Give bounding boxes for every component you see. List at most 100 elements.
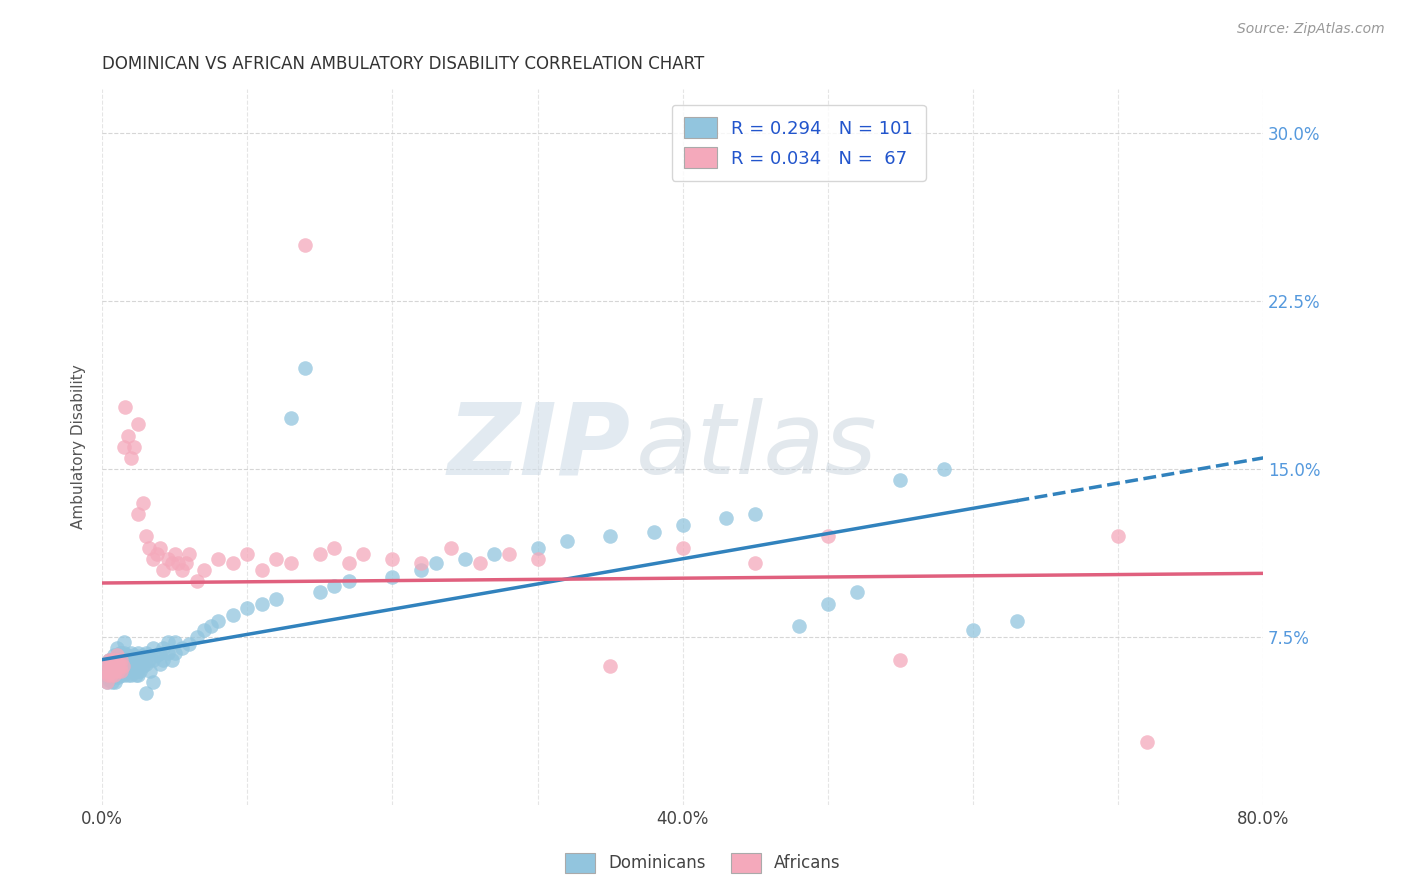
Point: [146, 547, 169, 561]
Point: [110, 646, 132, 660]
Point: [96, 674, 118, 689]
Point: [114, 652, 136, 666]
Point: [139, 664, 162, 678]
Point: [280, 556, 302, 570]
Point: [411, 563, 433, 577]
Point: [110, 668, 132, 682]
Point: [125, 664, 148, 678]
Point: [526, 551, 548, 566]
Point: [97, 668, 120, 682]
Point: [105, 659, 128, 673]
Point: [845, 585, 868, 599]
Point: [94, 664, 117, 678]
Point: [103, 657, 125, 671]
Point: [156, 646, 179, 660]
Point: [114, 400, 136, 414]
Point: [280, 410, 302, 425]
Point: [128, 646, 150, 660]
Point: [111, 652, 134, 666]
Point: [122, 648, 145, 662]
Point: [124, 668, 146, 682]
Point: [103, 668, 125, 682]
Point: [97, 657, 120, 671]
Point: [337, 556, 360, 570]
Text: ZIP: ZIP: [447, 399, 630, 495]
Point: [142, 674, 165, 689]
Point: [122, 659, 145, 673]
Point: [160, 556, 183, 570]
Legend: Dominicans, Africans: Dominicans, Africans: [558, 847, 848, 880]
Point: [107, 648, 129, 662]
Point: [108, 657, 131, 671]
Point: [118, 664, 141, 678]
Point: [170, 641, 193, 656]
Point: [309, 585, 332, 599]
Point: [104, 664, 127, 678]
Point: [555, 533, 578, 548]
Point: [100, 668, 122, 682]
Point: [179, 547, 201, 561]
Point: [207, 551, 229, 566]
Point: [962, 624, 984, 638]
Point: [117, 655, 139, 669]
Point: [186, 574, 208, 589]
Point: [1136, 735, 1159, 749]
Point: [105, 648, 128, 662]
Point: [107, 670, 129, 684]
Point: [112, 668, 135, 682]
Point: [468, 556, 491, 570]
Point: [138, 652, 160, 666]
Point: [111, 664, 134, 678]
Point: [101, 674, 124, 689]
Point: [498, 547, 520, 561]
Point: [103, 668, 125, 682]
Point: [121, 652, 143, 666]
Point: [236, 601, 259, 615]
Point: [236, 547, 259, 561]
Point: [135, 529, 157, 543]
Point: [128, 657, 150, 671]
Point: [294, 361, 316, 376]
Point: [1107, 529, 1129, 543]
Point: [120, 646, 142, 660]
Point: [152, 641, 174, 656]
Point: [149, 657, 172, 671]
Point: [129, 664, 152, 678]
Point: [152, 563, 174, 577]
Point: [454, 551, 477, 566]
Point: [101, 664, 124, 678]
Point: [744, 556, 766, 570]
Point: [124, 655, 146, 669]
Point: [98, 664, 121, 678]
Point: [105, 659, 128, 673]
Point: [337, 574, 360, 589]
Point: [100, 657, 122, 671]
Point: [163, 646, 186, 660]
Point: [222, 607, 245, 622]
Point: [107, 659, 129, 673]
Point: [115, 648, 138, 662]
Point: [200, 619, 222, 633]
Point: [103, 659, 125, 673]
Point: [152, 652, 174, 666]
Point: [108, 659, 131, 673]
Point: [105, 641, 128, 656]
Point: [97, 659, 120, 673]
Point: [111, 659, 134, 673]
Point: [115, 659, 138, 673]
Point: [132, 648, 155, 662]
Point: [932, 462, 955, 476]
Point: [105, 650, 128, 665]
Point: [112, 646, 135, 660]
Point: [170, 563, 193, 577]
Point: [163, 634, 186, 648]
Point: [411, 556, 433, 570]
Point: [207, 615, 229, 629]
Point: [128, 668, 150, 682]
Point: [599, 529, 621, 543]
Point: [118, 650, 141, 665]
Point: [744, 507, 766, 521]
Point: [266, 551, 288, 566]
Point: [104, 674, 127, 689]
Point: [425, 556, 447, 570]
